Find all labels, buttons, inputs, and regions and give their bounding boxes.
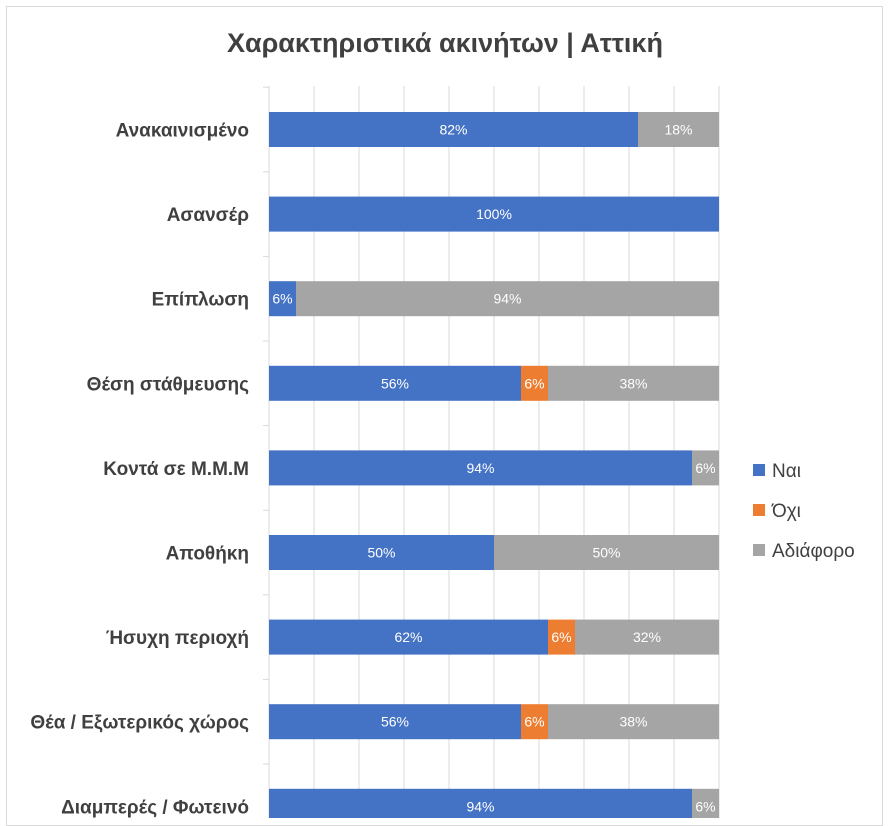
legend-swatch <box>753 544 765 556</box>
category-label: Επίπλωση <box>152 290 249 311</box>
legend-swatch <box>753 504 765 516</box>
data-label: 94% <box>466 798 494 814</box>
category-labels: Ανακαινισμένο Ασανσέρ Επίπλωση Θέση στάθμευ… <box>30 121 249 819</box>
data-label: 94% <box>493 291 521 307</box>
data-label: 38% <box>619 375 647 391</box>
legend: Ναι Όχι Αδιάφορο <box>753 461 855 562</box>
category-label: Θέα / Εξωτερικός χώρος <box>30 713 249 734</box>
category-label: Κοντά σε Μ.Μ.Μ <box>103 459 249 480</box>
bar-segment <box>638 112 719 147</box>
category-label: Αποθήκη <box>166 544 249 565</box>
legend-label: Αδιάφορο <box>772 541 855 562</box>
data-labels: 82% 18% 100% 6% 94% 56% 6% 38% 94% 6% 50% 50% 62% 6% 3… <box>272 122 715 815</box>
data-label: 6% <box>272 291 292 307</box>
data-label: 32% <box>633 629 661 645</box>
category-label: Διαμπερές / Φωτεινό <box>61 797 249 818</box>
category-axis <box>263 86 270 818</box>
chart-title: Χαρακτηριστικά ακινήτων | Αττική <box>227 28 663 58</box>
bar-segment <box>521 704 548 740</box>
data-label: 50% <box>592 545 620 561</box>
data-label: 62% <box>394 629 422 645</box>
bar-segment <box>269 281 296 317</box>
category-label: Ήσυχη περιοχή <box>106 628 249 649</box>
bar-segment <box>269 535 494 570</box>
legend-label: Ναι <box>772 461 801 482</box>
data-label: 6% <box>695 460 715 476</box>
data-label: 6% <box>551 629 571 645</box>
bar-segment <box>269 112 638 147</box>
bar-segment <box>575 619 719 655</box>
bar-segment <box>269 619 548 655</box>
bar-segment <box>548 704 719 740</box>
data-label: 82% <box>439 122 467 138</box>
legend-swatch <box>753 464 765 476</box>
bar-segment <box>269 450 692 486</box>
data-label: 100% <box>476 206 512 222</box>
bar-segment <box>521 365 548 401</box>
data-label: 50% <box>367 545 395 561</box>
category-label: Θέση στάθμευσης <box>87 374 249 395</box>
data-label: 56% <box>381 714 409 730</box>
data-label: 6% <box>695 798 715 814</box>
data-label: 38% <box>619 714 647 730</box>
bar-segment <box>548 365 719 401</box>
data-label: 94% <box>466 460 494 476</box>
bar-segment <box>296 281 719 317</box>
bars <box>269 112 719 818</box>
bar-segment <box>494 535 719 570</box>
data-label: 6% <box>524 714 544 730</box>
bar-segment <box>692 450 719 486</box>
bar-segment <box>269 788 692 818</box>
category-label: Ασανσέρ <box>167 205 250 226</box>
bar-segment <box>692 788 719 818</box>
bar-segment <box>269 365 521 401</box>
bar-segment <box>269 196 719 232</box>
data-label: 18% <box>664 122 692 138</box>
data-label: 6% <box>524 375 544 391</box>
legend-label: Όχι <box>771 501 801 522</box>
category-label: Ανακαινισμένο <box>116 121 249 142</box>
bar-segment <box>269 704 521 740</box>
data-label: 56% <box>381 375 409 391</box>
bar-segment <box>548 619 575 655</box>
